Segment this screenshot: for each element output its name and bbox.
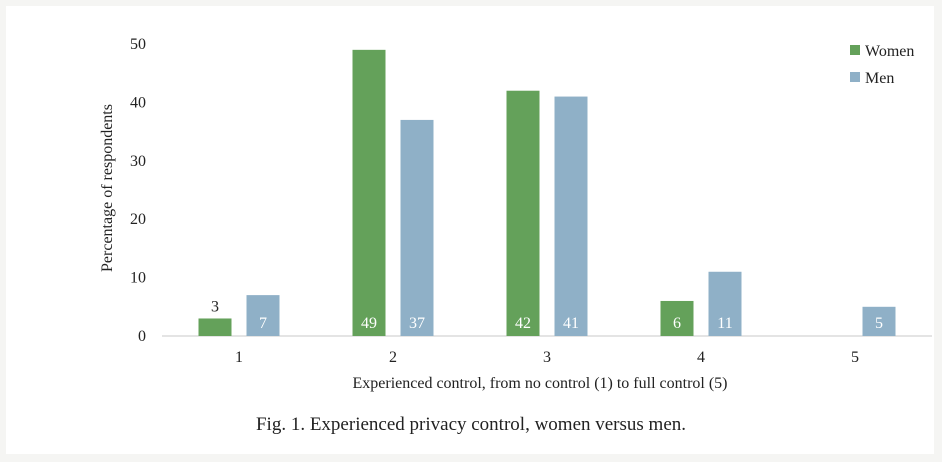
y-tick-label: 0	[138, 328, 146, 345]
x-tick-label: 3	[543, 349, 551, 366]
bars	[198, 49, 896, 337]
y-tick-label: 50	[130, 36, 146, 53]
bar-women	[506, 90, 540, 336]
y-tick-label: 20	[130, 211, 146, 228]
bar-data-label: 37	[409, 315, 425, 332]
legend-label: Women	[865, 43, 914, 60]
x-tick-label: 4	[697, 349, 705, 366]
x-axis-label: Experienced control, from no control (1)…	[353, 375, 728, 392]
bar-data-label: 42	[515, 315, 531, 332]
x-axis: 1 2 3 4 5	[162, 335, 932, 366]
bar-data-label: 6	[673, 315, 681, 332]
x-tick-label: 5	[851, 349, 859, 366]
bar-data-label: 7	[259, 315, 267, 332]
bar-data-label: 49	[361, 315, 377, 332]
y-tick-label: 40	[130, 94, 146, 111]
y-axis-label: Percentage of respondents	[99, 104, 116, 272]
y-tick-label: 10	[130, 270, 146, 287]
x-tick-label: 1	[235, 349, 243, 366]
legend: Women Men	[850, 43, 914, 87]
bar-men	[708, 271, 742, 336]
bar-men	[862, 306, 896, 336]
legend-label: Men	[865, 70, 894, 87]
x-tick-label: 2	[389, 349, 397, 366]
bar-men	[554, 96, 588, 336]
bar-men	[246, 295, 280, 336]
bar-data-label: 11	[717, 315, 732, 332]
bar-women	[352, 49, 386, 337]
bar-data-label: 3	[211, 298, 219, 315]
bar-data-label: 5	[875, 315, 883, 332]
bar-men	[400, 119, 434, 336]
y-tick-label: 30	[130, 153, 146, 170]
bar-data-label: 41	[563, 315, 579, 332]
bar-women	[660, 300, 694, 336]
legend-swatch	[850, 72, 860, 82]
bar-labels: 3 49 42 6 7 37 41 11 5	[211, 298, 883, 332]
legend-swatch	[850, 45, 860, 55]
y-axis: 0 10 20 30 40 50	[130, 36, 146, 345]
figure-panel	[6, 6, 934, 454]
bar-women	[198, 318, 232, 336]
figure-caption: Fig. 1. Experienced privacy control, wom…	[255, 414, 687, 435]
